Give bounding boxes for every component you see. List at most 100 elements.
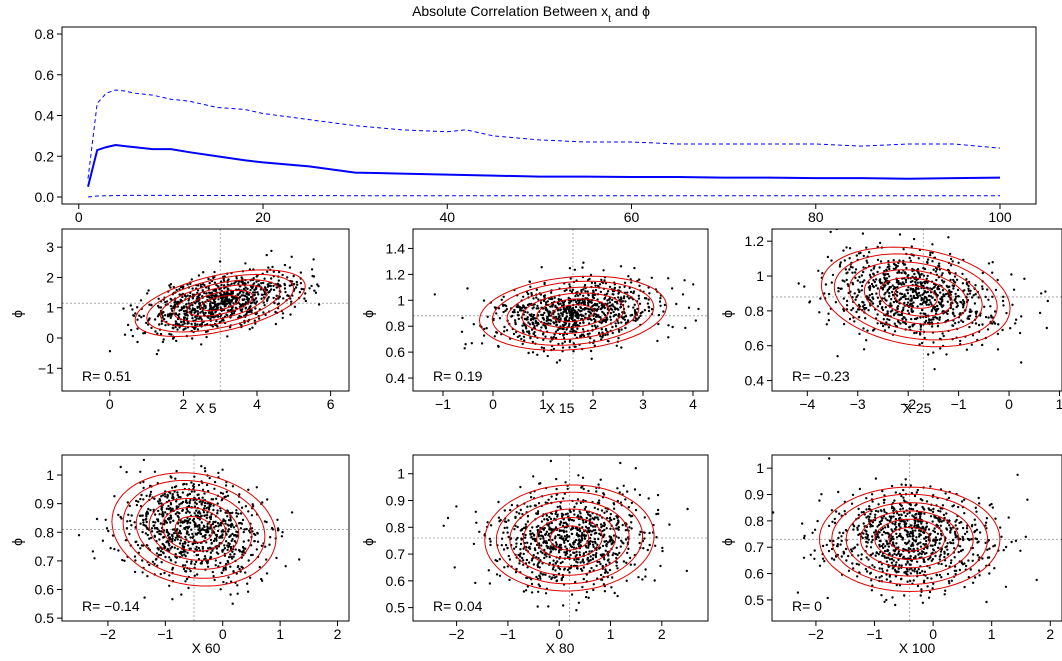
y-tick-label: 0.0 (35, 189, 55, 205)
y-tick-label: 0.9 (35, 496, 55, 512)
density-contour (521, 292, 625, 335)
scatter-panel-x80: −2 −1 0 1 2 0.5 0.6 0.7 0.8 0.9 1 X 80 ϕ R= 0.04 (360, 454, 709, 656)
x-tick-label: −1 (157, 626, 173, 642)
x-tick-label: 100 (988, 209, 1012, 225)
density-contour (845, 502, 974, 577)
density-contour (174, 515, 214, 543)
x-axis-label: X 80 (546, 640, 575, 656)
density-contour (122, 480, 266, 579)
plot-frame (412, 454, 709, 622)
x-tick-label: 1 (988, 626, 996, 642)
y-tick-label: 0.9 (745, 487, 765, 503)
correlation-annotation: R= 0.51 (82, 368, 132, 384)
plot-frame (61, 228, 350, 392)
y-tick-label: 0.6 (35, 582, 55, 598)
y-tick-label: 1 (756, 460, 764, 476)
plot-area (772, 229, 1062, 391)
x-tick-label: 0 (75, 209, 83, 225)
density-contour (878, 277, 953, 317)
y-tick-label: 0.4 (745, 373, 765, 389)
density-contour (135, 489, 253, 570)
x-tick-label: 6 (327, 396, 335, 412)
density-contour (506, 286, 640, 340)
upper-band-line (87, 89, 1001, 179)
density-contour (820, 246, 1011, 348)
plot-area (413, 455, 708, 621)
density-contour (848, 261, 983, 333)
x-tick-label: 4 (253, 396, 261, 412)
y-axis-label: ϕ (360, 538, 376, 546)
density-contour (509, 500, 630, 576)
lower-band-line (87, 194, 1000, 198)
plot-frame (61, 454, 350, 622)
density-contour (478, 275, 668, 351)
scatter-panel-x15: −1 0 1 2 3 4 0.4 0.6 0.8 1 1.2 1.4 X 15 ϕ R= 0.19 (360, 228, 709, 416)
y-tick-label: 1 (397, 466, 405, 482)
x-tick-label: −1 (435, 396, 451, 412)
y-tick-label: 1 (46, 300, 54, 316)
x-tick-label: 1 (1056, 396, 1062, 412)
x-tick-label: 2 (334, 626, 342, 642)
x-tick-label: −4 (799, 396, 815, 412)
chart-title-tail: and ϕ (611, 3, 650, 19)
x-tick-label: 20 (255, 209, 271, 225)
y-tick-label: 0 (46, 330, 54, 346)
y-tick-label: 0.8 (386, 519, 406, 535)
y-tick-label: 0.6 (35, 67, 55, 83)
density-contour (536, 298, 610, 329)
x-tick-label: 80 (808, 209, 824, 225)
x-tick-label: 0 (106, 396, 114, 412)
x-tick-label: 2 (1046, 626, 1054, 642)
scatter-points (108, 249, 321, 356)
y-tick-label: 3 (46, 239, 54, 255)
y-tick-label: 0.7 (35, 553, 55, 569)
correlation-annotation: R= −0.23 (792, 368, 850, 384)
x-tick-label: 2 (589, 396, 597, 412)
x-tick-label: −2 (100, 626, 116, 642)
x-tick-label: −2 (900, 396, 916, 412)
y-tick-label: 1.2 (386, 266, 406, 282)
plot-frame (771, 228, 1062, 392)
y-axis-label: ϕ (719, 310, 735, 318)
scatter-panel-x5: 0 2 4 6 −1 0 1 2 3 X 5 ϕ R= 0.51 (9, 228, 350, 416)
y-tick-label: 1 (46, 467, 54, 483)
x-axis-label: X 15 (546, 400, 575, 416)
scatter-points (77, 458, 301, 605)
x-tick-label: 0 (219, 626, 227, 642)
y-tick-label: 0.2 (35, 148, 55, 164)
y-tick-label: 0.8 (35, 524, 55, 540)
density-contour (549, 525, 590, 551)
y-tick-label: 0.8 (35, 26, 55, 42)
correlation-annotation: R= 0.19 (433, 368, 483, 384)
density-contour (818, 486, 1001, 593)
density-contour (859, 510, 960, 569)
y-tick-label: 0.4 (35, 108, 55, 124)
x-tick-label: 60 (624, 209, 640, 225)
scatter-panel-x25: −4 −3 −2 −1 0 1 0.4 0.6 0.8 1 1.2 X 25 ϕ R= −0.23 (719, 228, 1062, 416)
y-tick-label: 1.2 (745, 233, 765, 249)
y-tick-label: 0.6 (745, 566, 765, 582)
x-tick-label: −1 (867, 626, 883, 642)
chart-title-subscript: t (608, 14, 611, 25)
x-axis-label: X 60 (192, 640, 221, 656)
scatter-points (433, 261, 700, 364)
y-tick-label: 0.6 (386, 573, 406, 589)
scatter-panel-x100: −2 −1 0 1 2 0.5 0.6 0.7 0.8 0.9 1 X 100 ϕ R= 0 (719, 454, 1062, 656)
x-tick-label: 2 (180, 396, 188, 412)
y-tick-label: 0.5 (745, 592, 765, 608)
plot-frame (771, 454, 1062, 622)
y-tick-label: 0.7 (386, 546, 406, 562)
x-tick-label: 0 (489, 396, 497, 412)
density-contour (874, 518, 946, 561)
chart-title: Absolute Correlation Between xt and ϕ (412, 3, 650, 25)
y-tick-label: 1 (756, 268, 764, 284)
y-axis-label: ϕ (9, 538, 25, 546)
x-tick-label: 40 (439, 209, 455, 225)
correlation-annotation: R= 0 (792, 598, 822, 614)
x-tick-label: 1 (607, 626, 615, 642)
x-tick-label: 1 (539, 396, 547, 412)
y-tick-label: 0.8 (745, 303, 765, 319)
x-tick-label: 2 (658, 626, 666, 642)
x-tick-label: 0 (555, 626, 563, 642)
density-contour (186, 289, 254, 317)
